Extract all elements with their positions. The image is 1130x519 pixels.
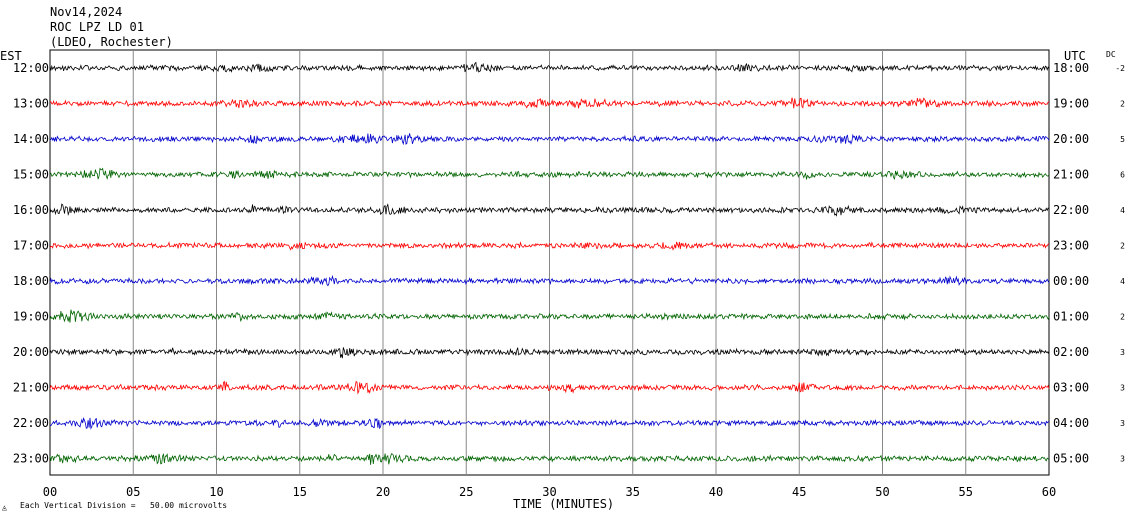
network-label: (LDEO, Rochester)	[50, 35, 173, 49]
x-tick-label: 35	[626, 485, 640, 499]
dc-offset-label: 4	[1120, 277, 1125, 286]
x-tick-label: 45	[792, 485, 806, 499]
seismogram-trace	[49, 241, 1050, 251]
seismogram-trace	[49, 61, 1050, 73]
dc-offset-label: 5	[1120, 135, 1125, 144]
dc-offset-label: 2	[1120, 313, 1125, 322]
est-hour-label: 16:00	[13, 203, 49, 217]
x-tick-label: 20	[376, 485, 390, 499]
x-tick-label: 15	[293, 485, 307, 499]
seismogram-trace	[49, 274, 1050, 287]
seismogram-trace	[49, 453, 1050, 465]
station-label: ROC LPZ LD 01	[50, 20, 144, 34]
dc-offset-label: -2	[1115, 64, 1125, 73]
division-note: Each Vertical Division = 50.00 microvolt…	[20, 501, 227, 510]
utc-hour-label: 19:00	[1053, 97, 1089, 111]
est-hour-label: 18:00	[13, 274, 49, 288]
est-hour-label: 17:00	[13, 239, 49, 253]
seismogram-trace	[49, 167, 1050, 180]
scale-mark-icon: ◬	[2, 503, 7, 512]
utc-hour-label: 00:00	[1053, 274, 1089, 288]
utc-hour-label: 23:00	[1053, 239, 1089, 253]
seismogram-trace	[49, 309, 1050, 323]
x-tick-label: 30	[542, 485, 556, 499]
x-tick-label: 60	[1042, 485, 1056, 499]
est-hour-label: 19:00	[13, 310, 49, 324]
seismogram-traces	[49, 61, 1050, 465]
est-hour-label: 20:00	[13, 345, 49, 359]
x-tick-label: 55	[959, 485, 973, 499]
dc-offset-label: 4	[1120, 206, 1125, 215]
x-tick-label: 50	[875, 485, 889, 499]
seismogram-trace	[49, 133, 1050, 146]
est-hour-label: 21:00	[13, 381, 49, 395]
utc-hour-label: 03:00	[1053, 381, 1089, 395]
dc-offset-label: 3	[1120, 419, 1125, 428]
dc-offset-label: 3	[1120, 384, 1125, 393]
dc-offset-label: 3	[1120, 455, 1125, 464]
x-tick-label: 10	[209, 485, 223, 499]
seismogram-trace	[49, 203, 1050, 217]
utc-hour-label: 21:00	[1053, 168, 1089, 182]
seismogram-trace	[49, 417, 1050, 430]
utc-hour-label: 01:00	[1053, 310, 1089, 324]
x-tick-label: 40	[709, 485, 723, 499]
grid-lines	[132, 50, 967, 475]
est-hour-label: 23:00	[13, 452, 49, 466]
dc-offset-label: 2	[1120, 242, 1125, 251]
est-hour-label: 22:00	[13, 416, 49, 430]
seismogram-trace	[49, 97, 1050, 109]
dc-header-label: DC	[1106, 50, 1116, 59]
est-hour-label: 14:00	[13, 132, 49, 146]
dc-offset-label: 6	[1120, 171, 1125, 180]
est-hour-label: 12:00	[13, 61, 49, 75]
date-label: Nov14,2024	[50, 5, 122, 19]
est-hour-label: 15:00	[13, 168, 49, 182]
x-tick-label: 05	[126, 485, 140, 499]
x-tick-label: 25	[459, 485, 473, 499]
utc-hour-label: 20:00	[1053, 132, 1089, 146]
x-tick-label: 00	[43, 485, 57, 499]
left-timezone-label: EST	[0, 49, 22, 63]
seismogram-trace	[49, 380, 1050, 395]
x-axis-title: TIME (MINUTES)	[513, 497, 614, 511]
utc-hour-label: 02:00	[1053, 345, 1089, 359]
dc-offset-label: 2	[1120, 100, 1125, 109]
x-axis-ticks: 00 05 10 15 20 25 30 35 40 45 50 55 60	[43, 485, 1056, 499]
dc-offset-label: 3	[1120, 348, 1125, 357]
utc-hour-label: 22:00	[1053, 203, 1089, 217]
utc-hour-label: 04:00	[1053, 416, 1089, 430]
utc-hour-label: 05:00	[1053, 452, 1089, 466]
est-hour-label: 13:00	[13, 97, 49, 111]
row-labels: 12:00 18:00 -2 13:00 19:00 2 14:00 20:00 5 15:00 2…	[13, 61, 1125, 466]
utc-hour-label: 18:00	[1053, 61, 1089, 75]
seismogram-trace	[49, 347, 1050, 359]
right-timezone-label: UTC	[1064, 49, 1086, 63]
